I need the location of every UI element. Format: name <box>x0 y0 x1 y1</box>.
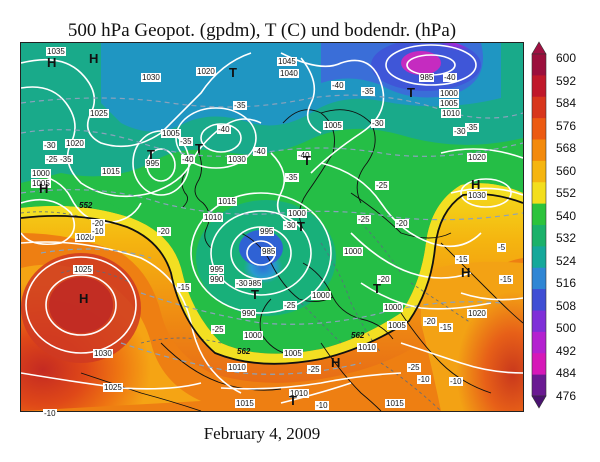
colorbar-cell <box>532 331 546 354</box>
colorbar-cell <box>532 225 546 247</box>
weather-map-canvas <box>21 43 523 411</box>
colorbar-cell <box>532 96 546 119</box>
colorbar-tick-label: 508 <box>556 298 577 313</box>
colorbar-tick-label: 592 <box>556 73 577 88</box>
colorbar-top-arrow <box>531 41 547 55</box>
colorbar-tick-label: 540 <box>556 208 577 223</box>
colorbar-cell <box>532 267 546 290</box>
colorbar-tick-label: 484 <box>556 366 577 381</box>
map-title: 500 hPa Geopot. (gpdm), T (C) und bodend… <box>67 20 457 41</box>
colorbar <box>531 41 547 409</box>
colorbar-cell <box>532 54 546 76</box>
colorbar-tick-label: 476 <box>556 389 577 403</box>
colorbar-tick-label: 524 <box>556 253 577 268</box>
map-date: February 4, 2009 <box>203 424 321 443</box>
colorbar-bottom-arrow <box>531 395 547 409</box>
colorbar-tick-label: 532 <box>556 231 577 246</box>
colorbar-tick-label: 500 <box>556 321 577 336</box>
colorbar-tick-label: 492 <box>556 343 577 358</box>
weather-map: 1035 1045 1040 1030 1020 1025 1020 1015 … <box>20 42 524 418</box>
colorbar-cell <box>532 75 546 98</box>
colorbar-cell <box>532 160 546 183</box>
colorbar-tick-label: 600 <box>556 51 577 65</box>
colorbar-cell <box>532 182 546 205</box>
colorbar-tick-label: 552 <box>556 186 577 201</box>
colorbar-cell <box>532 289 546 311</box>
colorbar-tick-label: 560 <box>556 163 577 178</box>
colorbar-tick-label: 576 <box>556 118 577 133</box>
colorbar-cell <box>532 374 546 397</box>
colorbar-cell <box>532 353 546 376</box>
colorbar-tick-label: 516 <box>556 276 577 291</box>
colorbar-tick-label: 568 <box>556 141 577 156</box>
colorbar-cell <box>532 246 546 269</box>
colorbar-cell <box>532 139 546 162</box>
colorbar-cell <box>532 118 546 140</box>
colorbar-cell <box>532 203 546 226</box>
colorbar-cell <box>532 310 546 333</box>
colorbar-tick-label: 584 <box>556 96 577 111</box>
